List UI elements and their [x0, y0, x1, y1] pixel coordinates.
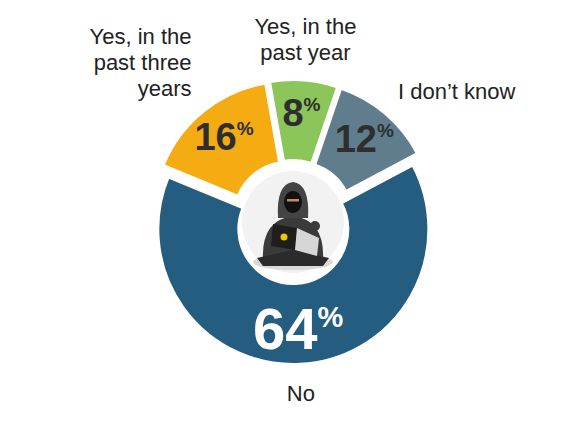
- slices: [158, 80, 428, 364]
- labels: 8% Yes, in thepast year 12%I don’t know 64%…: [90, 14, 516, 406]
- category-label: No: [287, 381, 315, 406]
- chart: 8% Yes, in thepast year 12%I don’t know 64%…: [0, 0, 587, 421]
- slice: [158, 166, 428, 364]
- category-label: I don’t know: [398, 79, 516, 104]
- data-label: 8%: [282, 92, 320, 134]
- data-label: 16%: [194, 116, 253, 158]
- data-label: 12%: [335, 118, 394, 160]
- figure: [242, 171, 344, 273]
- category-label: Yes, in thepast year: [254, 14, 356, 65]
- data-label: 64%: [253, 296, 344, 361]
- category-label: Yes, in thepast threeyears: [90, 24, 192, 101]
